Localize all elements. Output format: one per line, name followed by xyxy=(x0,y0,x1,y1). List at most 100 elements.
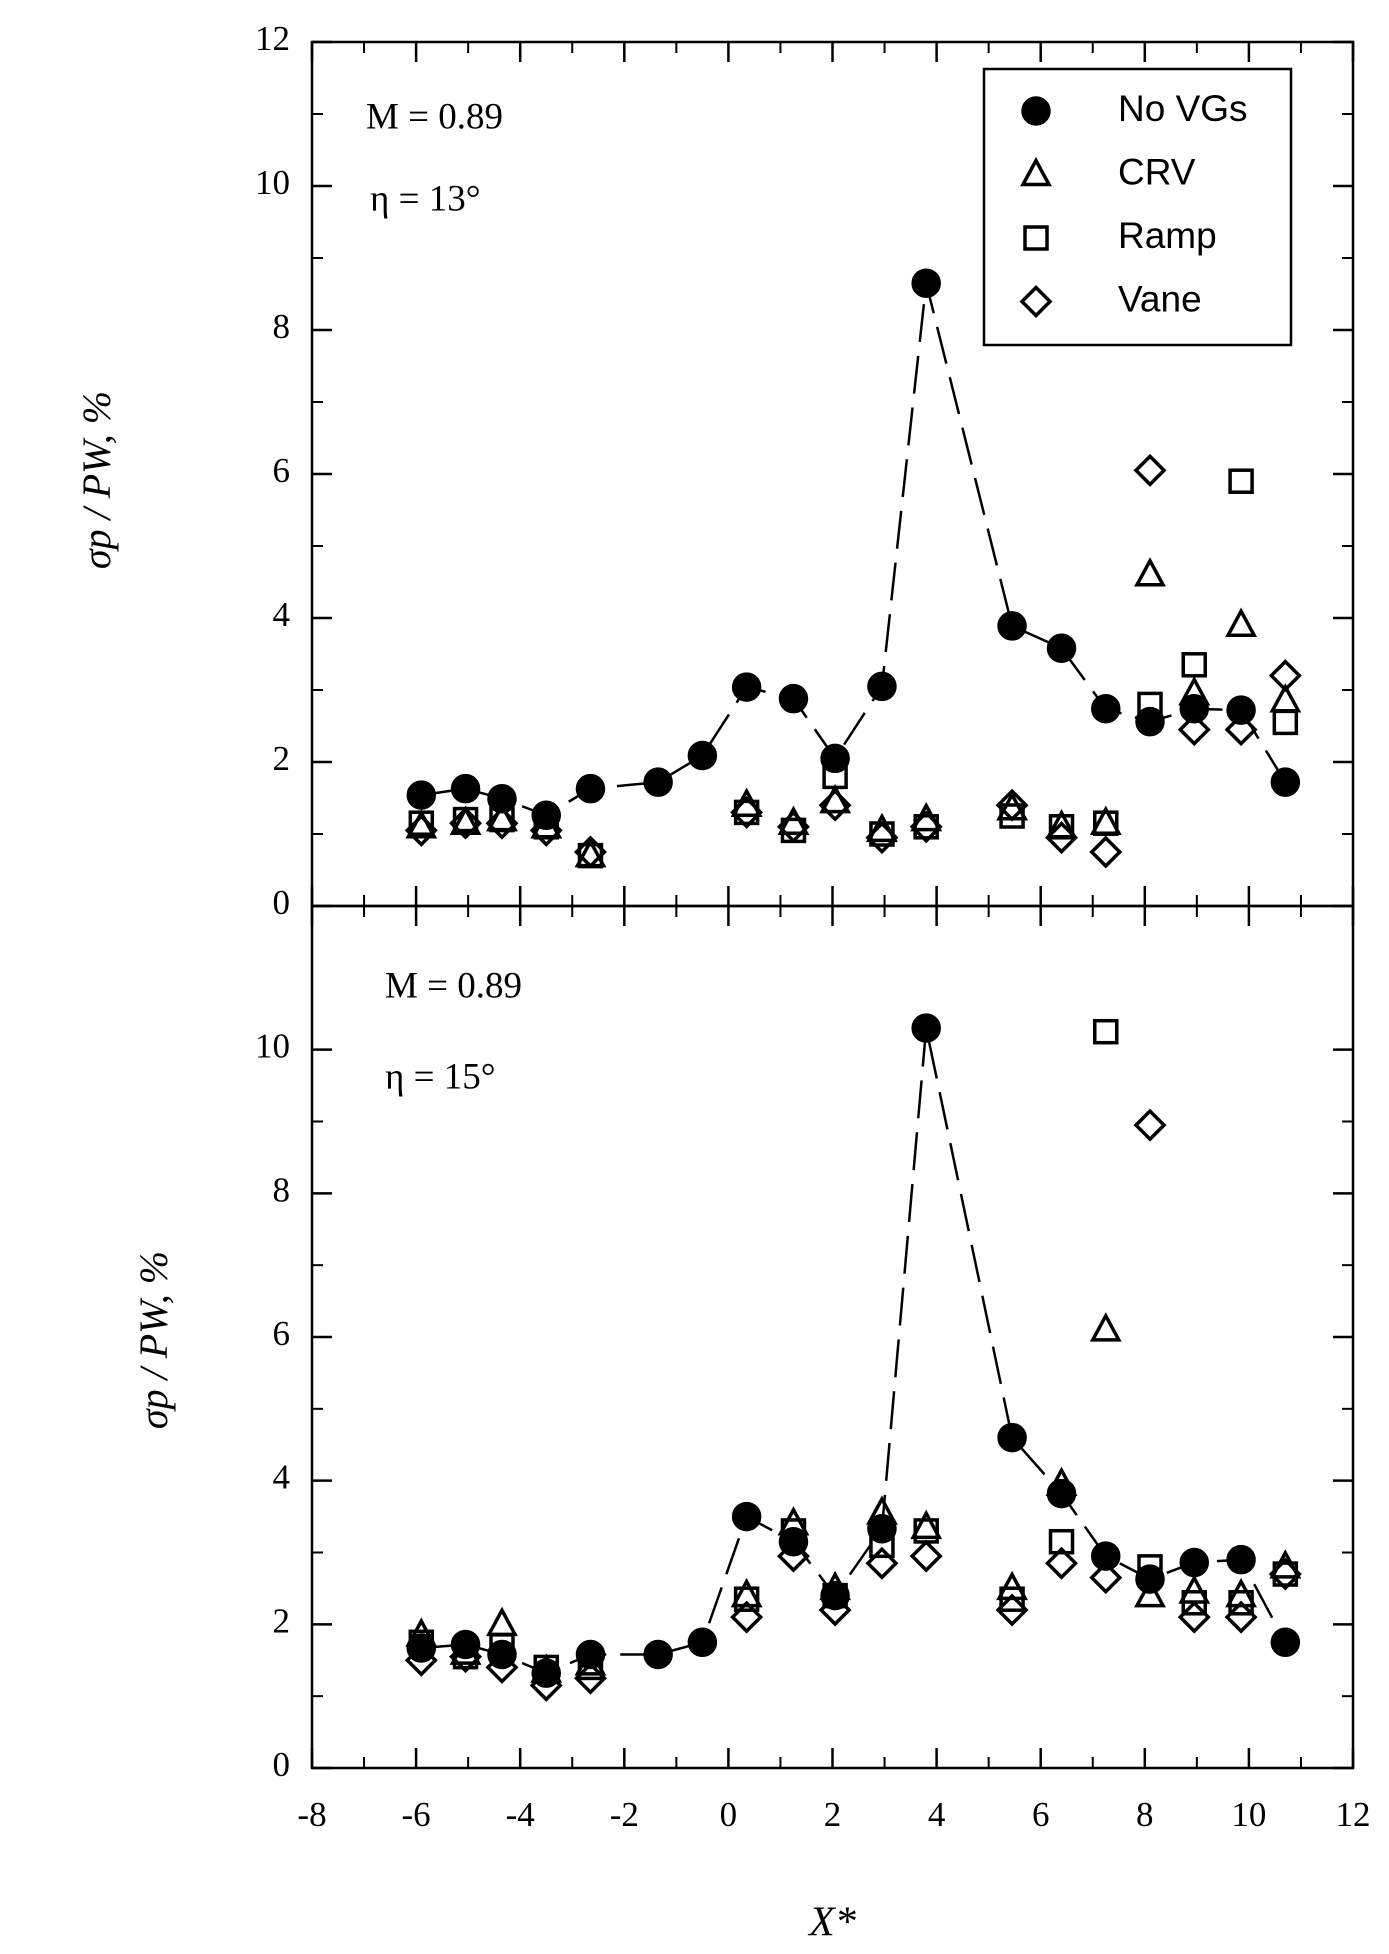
marker xyxy=(822,763,848,790)
marker xyxy=(866,1495,898,1525)
marker xyxy=(911,1013,941,1043)
legend-label: Vane xyxy=(1118,278,1202,319)
x-tick-label: -2 xyxy=(610,1795,639,1834)
marker xyxy=(408,1629,435,1656)
marker xyxy=(867,1514,897,1544)
marker xyxy=(486,1606,518,1637)
legend-marker xyxy=(1019,285,1053,318)
marker xyxy=(866,812,898,843)
marker xyxy=(1179,1547,1209,1578)
marker xyxy=(1134,557,1166,587)
y-axis-label: σp / PW, % xyxy=(131,1251,176,1429)
marker xyxy=(1225,607,1258,637)
annotation: η = 15° xyxy=(385,1056,496,1097)
marker xyxy=(1268,659,1302,693)
marker xyxy=(452,1643,479,1670)
marker xyxy=(1272,709,1299,736)
y-tick-label: 4 xyxy=(273,595,291,634)
marker xyxy=(1093,810,1119,836)
marker xyxy=(1045,1466,1078,1497)
marker xyxy=(865,1546,899,1580)
marker xyxy=(909,1539,943,1573)
y-tick-label: 6 xyxy=(273,451,291,490)
marker xyxy=(1045,821,1078,855)
legend-label: CRV xyxy=(1118,151,1196,192)
x-tick-label: 6 xyxy=(1032,1795,1050,1834)
marker xyxy=(449,1640,483,1674)
marker xyxy=(1089,835,1123,869)
marker xyxy=(1228,1590,1254,1616)
y-tick-label: 10 xyxy=(255,163,290,202)
marker xyxy=(1272,1561,1299,1587)
annotation: M = 0.89 xyxy=(385,965,522,1006)
marker xyxy=(1137,1554,1163,1580)
marker xyxy=(909,810,943,844)
marker xyxy=(776,1539,810,1573)
marker xyxy=(1134,1577,1166,1608)
marker xyxy=(533,1654,559,1681)
marker xyxy=(818,1593,852,1627)
y-tick-label: 0 xyxy=(273,883,291,922)
marker xyxy=(577,1654,604,1681)
marker xyxy=(404,813,438,847)
marker xyxy=(406,780,437,810)
marker xyxy=(730,795,764,829)
y-tick-label: 8 xyxy=(273,1170,291,1209)
legend-marker xyxy=(1020,156,1052,187)
marker xyxy=(1178,1574,1211,1604)
marker xyxy=(1181,1590,1207,1616)
x-tick-label: -8 xyxy=(297,1795,326,1834)
marker xyxy=(450,773,481,804)
marker xyxy=(1133,1108,1167,1142)
y-tick-label: 12 xyxy=(255,19,290,58)
marker xyxy=(997,1422,1027,1453)
marker xyxy=(643,1639,673,1670)
y-tick-label: 2 xyxy=(273,1601,291,1640)
marker xyxy=(1137,691,1163,718)
y-tick-label: 10 xyxy=(255,1027,290,1066)
marker xyxy=(1091,693,1121,724)
x-tick-label: -4 xyxy=(506,1795,535,1834)
marker xyxy=(1178,675,1211,706)
marker xyxy=(449,806,483,840)
marker xyxy=(404,1643,438,1677)
marker xyxy=(449,805,482,835)
marker xyxy=(1091,1541,1121,1571)
x-tick-label: 8 xyxy=(1136,1795,1154,1834)
series-line xyxy=(421,282,1287,817)
marker xyxy=(1228,468,1254,494)
marker xyxy=(910,1509,943,1540)
marker xyxy=(573,835,607,869)
y-tick-label: 4 xyxy=(273,1458,291,1497)
marker xyxy=(1270,767,1301,797)
x-tick-label: -6 xyxy=(402,1795,431,1834)
marker xyxy=(1224,713,1258,747)
marker xyxy=(867,671,897,702)
marker xyxy=(997,611,1027,641)
marker xyxy=(643,767,673,797)
marker xyxy=(995,1593,1029,1627)
marker xyxy=(1226,695,1256,725)
marker xyxy=(1135,706,1165,737)
marker xyxy=(731,1501,762,1532)
marker xyxy=(1046,633,1077,663)
marker xyxy=(574,1646,607,1676)
marker xyxy=(776,810,810,844)
marker xyxy=(1048,1528,1075,1555)
legend-label: Ramp xyxy=(1118,215,1217,256)
marker xyxy=(822,1582,848,1609)
marker xyxy=(1133,453,1167,487)
marker xyxy=(1045,1546,1078,1580)
y-tick-label: 6 xyxy=(273,1314,291,1353)
marker xyxy=(730,1600,764,1634)
y-tick-label: 2 xyxy=(273,739,291,778)
marker xyxy=(733,1586,760,1612)
marker xyxy=(1268,1557,1302,1591)
marker xyxy=(778,683,809,714)
marker xyxy=(1177,1600,1211,1634)
marker xyxy=(913,814,939,840)
x-axis-label: X* xyxy=(807,1900,856,1946)
marker xyxy=(865,821,899,855)
legend-label: No VGs xyxy=(1118,88,1248,129)
x-tick-label: 2 xyxy=(824,1795,842,1834)
